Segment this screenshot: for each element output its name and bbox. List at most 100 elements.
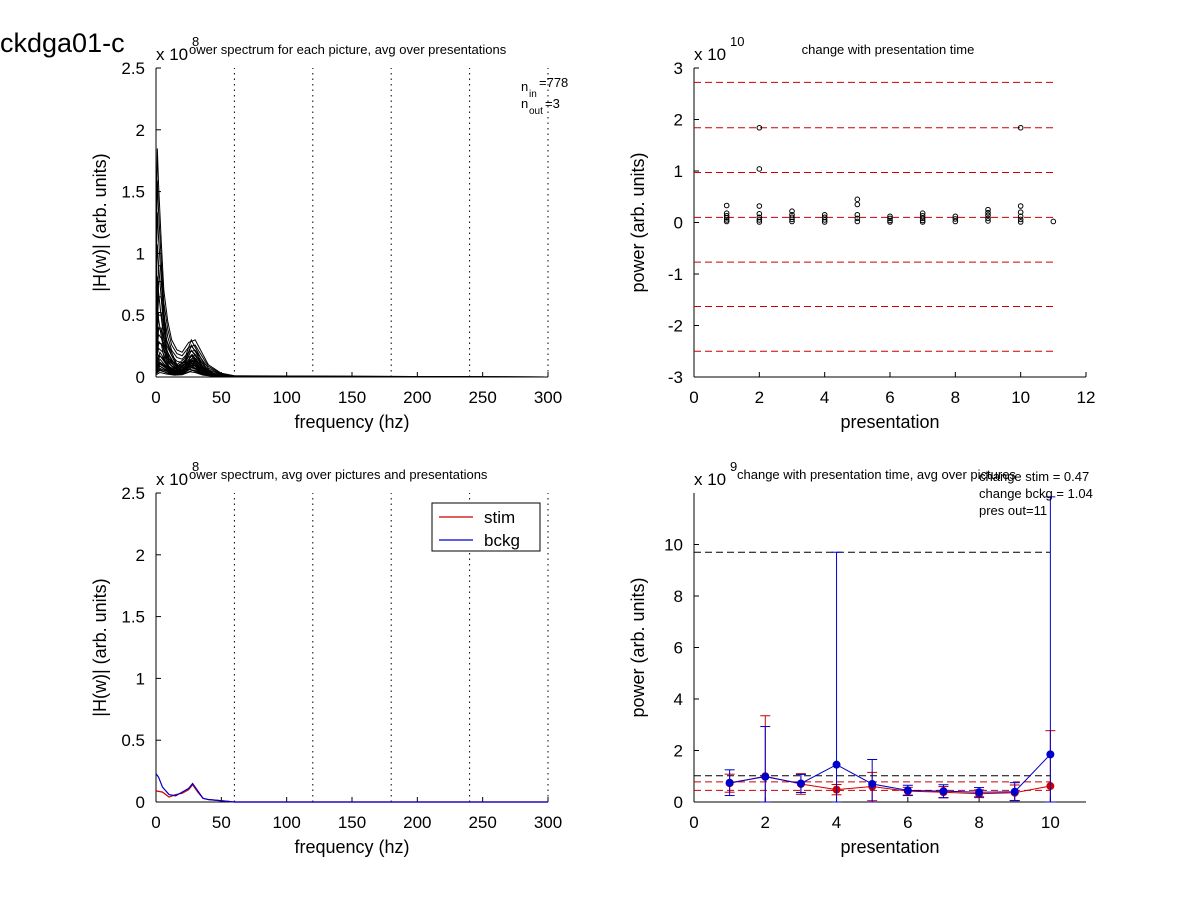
n-out-label: n [521, 96, 528, 111]
x-tick-label: 10 [1011, 388, 1030, 407]
x-tick-label: 6 [903, 813, 912, 832]
data-point [854, 218, 861, 225]
data-point-bckg [796, 779, 805, 788]
spectrum-trace [155, 371, 548, 378]
data-point [952, 213, 959, 220]
data-point [919, 219, 926, 225]
data-point [756, 166, 763, 172]
axis-multiplier: x 10 [156, 470, 188, 489]
spectrum-trace [155, 212, 549, 378]
data-point [1050, 218, 1057, 225]
y-tick-label: 1 [136, 669, 145, 688]
data-point [756, 219, 763, 225]
data-point [756, 217, 763, 223]
axis-multiplier-exponent: 10 [730, 34, 744, 49]
data-point [854, 215, 861, 222]
x-tick-label: 250 [468, 388, 496, 407]
x-tick-label: 100 [272, 813, 300, 832]
x-tick-label: 4 [832, 813, 841, 832]
axis-multiplier-exponent: 9 [730, 459, 737, 474]
y-tick-label: 2 [674, 742, 683, 761]
axis-multiplier: x 10 [694, 45, 726, 64]
data-point [985, 209, 991, 216]
data-point-bckg [761, 772, 770, 781]
y-axis-label: power (arb. units) [628, 577, 648, 717]
data-point [756, 124, 763, 131]
y-tick-label: 0.5 [121, 731, 145, 750]
x-axis-label: presentation [840, 412, 939, 432]
y-tick-label: 2 [136, 121, 145, 140]
x-axis-label: frequency (hz) [294, 412, 409, 432]
y-tick-label: 2 [136, 546, 145, 565]
y-tick-label: 1 [136, 244, 145, 263]
data-point [985, 218, 991, 224]
data-point-bckg [975, 788, 984, 797]
panel-spectrum-avg: 0 50 100 150 200 250 300 0 0.5 1 1.5 2 2.5 frequency … [90, 459, 562, 857]
legend-label-stim: stim [484, 508, 515, 527]
y-tick-label: 2.5 [121, 59, 145, 78]
series-line-bckg [729, 754, 1051, 793]
chart-title: ower spectrum, avg over pictures and pre… [189, 467, 488, 482]
y-tick-label: 0.5 [121, 306, 145, 325]
chart-title: ower spectrum for each picture, avg over… [189, 42, 507, 57]
spectrum-trace [155, 308, 549, 378]
change-annotation: change bckg = 1.04 [979, 486, 1093, 501]
legend: stim bckg [431, 502, 541, 552]
x-axis-label: presentation [840, 837, 939, 857]
panel-change-avg: 0 2 4 6 8 10 0 2 4 6 8 10 presentation power (arb. un… [628, 459, 1093, 857]
axis-multiplier-exponent: 8 [192, 34, 199, 49]
chart-title: change with presentation time [802, 42, 975, 57]
data-point [821, 219, 828, 225]
data-point [985, 215, 991, 222]
axis-multiplier: x 10 [694, 470, 726, 489]
x-tick-label: 300 [534, 813, 562, 832]
panel-spectrum-each-picture: 0 50 100 150 200 250 300 0 0.5 1 1.5 2 2.5 frequency … [90, 34, 568, 432]
y-tick-label: 2 [674, 111, 683, 130]
data-point [1017, 216, 1024, 223]
spectrum-trace [155, 296, 548, 378]
y-tick-label: 8 [674, 587, 683, 606]
spectrum-trace [155, 280, 548, 378]
x-tick-label: 300 [534, 388, 562, 407]
spectrum-trace [155, 265, 548, 378]
x-tick-label: 6 [885, 388, 894, 407]
y-tick-label: 0 [674, 793, 683, 812]
y-tick-label: 0 [674, 214, 683, 233]
change-annotation: pres out=11 [979, 503, 1047, 518]
x-tick-label: 150 [338, 813, 366, 832]
y-tick-label: -3 [668, 368, 683, 387]
spectrum-trace [155, 148, 549, 378]
x-tick-label: 2 [755, 388, 764, 407]
n-in-value: =778 [539, 75, 568, 90]
data-point [789, 216, 795, 223]
data-point [1017, 219, 1024, 225]
x-tick-label: 200 [403, 813, 431, 832]
x-tick-label: 50 [212, 813, 231, 832]
data-point-bckg [1010, 787, 1019, 796]
data-point [1017, 124, 1024, 131]
chart-title: change with presentation time, avg over … [737, 467, 1016, 482]
data-point [756, 210, 763, 217]
data-point [723, 202, 730, 209]
spectrum-trace [155, 276, 549, 378]
spectrum-trace [155, 244, 549, 378]
data-point [854, 196, 861, 203]
data-point [821, 217, 828, 223]
data-point [789, 208, 795, 214]
n-in-subscript: in [529, 89, 537, 100]
x-tick-label: 10 [1041, 813, 1060, 832]
x-tick-label: 150 [338, 388, 366, 407]
n-out-value: =3 [545, 96, 560, 111]
x-tick-label: 100 [272, 388, 300, 407]
data-point-bckg [832, 760, 841, 769]
series-line-bckg [155, 773, 548, 803]
y-tick-label: 10 [664, 536, 683, 555]
y-tick-label: 6 [674, 639, 683, 658]
data-point [919, 215, 926, 222]
x-tick-label: 0 [151, 813, 160, 832]
y-axis-label: |H(w)| (arb. units) [90, 578, 110, 716]
data-point [1017, 213, 1024, 220]
y-tick-label: 1 [674, 162, 683, 181]
x-tick-label: 200 [403, 388, 431, 407]
data-point-bckg [1046, 750, 1055, 759]
